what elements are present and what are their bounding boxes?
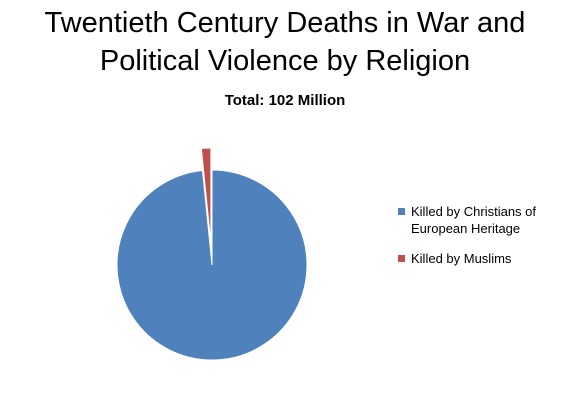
legend-label-muslims: Killed by Muslims [411, 251, 512, 266]
legend-label-christians: Killed by Christians of European Heritag… [411, 204, 536, 236]
legend-item-christians: Killed by Christians of European Heritag… [398, 203, 561, 237]
pie-slice-muslims [200, 147, 212, 244]
chart-title: Twentieth Century Deaths in War and Poli… [0, 4, 570, 80]
chart-title-line-1: Twentieth Century Deaths in War and [44, 7, 526, 39]
chart-subtitle: Total: 102 Million [224, 92, 346, 109]
chart-title-line-2: Political Violence by Religion [99, 45, 471, 77]
legend-swatch-muslims [398, 255, 405, 262]
legend-swatch-christians [398, 208, 405, 215]
chart-legend: Killed by Christians of European Heritag… [398, 203, 561, 280]
legend-item-muslims: Killed by Muslims [398, 250, 561, 267]
pie-slice-christians [116, 169, 308, 361]
